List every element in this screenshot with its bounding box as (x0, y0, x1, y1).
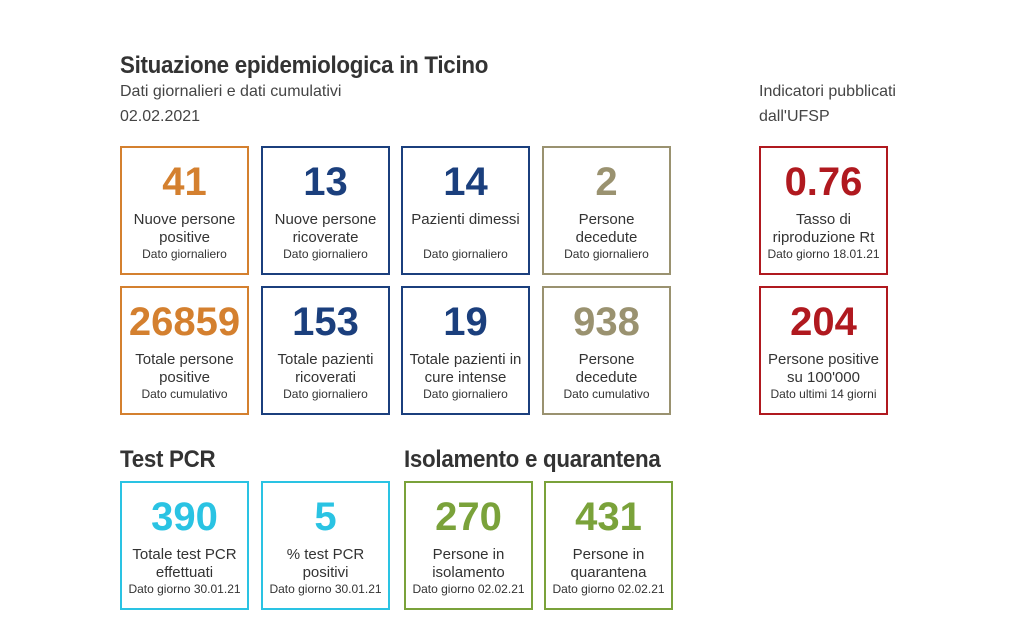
card-value: 19 (443, 300, 488, 344)
ufsp-heading-line2: dall'UFSP (759, 108, 830, 125)
card-deceased: 2 Persone decedute Dato giornaliero (542, 146, 671, 275)
card-value: 390 (151, 495, 218, 539)
card-label: Tasso di riproduzione Rt (772, 211, 875, 246)
card-intensive-care: 19 Totale pazienti in cure intense Dato … (401, 286, 530, 415)
card-note: Dato giornaliero (283, 387, 368, 401)
card-value: 0.76 (784, 160, 863, 204)
card-total-positive: 26859 Totale persone positive Dato cumul… (120, 286, 249, 415)
card-label: Pazienti dimessi (411, 211, 520, 228)
ufsp-heading-line1: Indicatori pubblicati (759, 83, 896, 100)
card-label: Nuove persone ricoverate (274, 211, 377, 246)
card-value: 153 (292, 300, 359, 344)
card-isolation: 270 Persone in isolamento Dato giorno 02… (404, 481, 533, 610)
card-discharged: 14 Pazienti dimessi Dato giornaliero (401, 146, 530, 275)
page-subtitle: Dati giornalieri e dati cumulativi (120, 83, 342, 100)
card-label: Persone in quarantena (570, 546, 647, 581)
card-value: 204 (790, 300, 857, 344)
card-note: Dato giorno 02.02.21 (552, 582, 665, 596)
card-note: Dato giornaliero (142, 247, 227, 261)
card-value: 938 (573, 300, 640, 344)
card-value: 5 (314, 495, 337, 539)
card-value: 270 (435, 495, 502, 539)
card-note: Dato giornaliero (423, 387, 508, 401)
card-note: Dato giornaliero (423, 247, 508, 261)
card-note: Dato ultimi 14 giorni (770, 387, 877, 401)
section-title-pcr: Test PCR (120, 446, 216, 473)
card-total-hospitalized: 153 Totale pazienti ricoverati Dato gior… (261, 286, 390, 415)
card-label: Totale pazienti in cure intense (409, 351, 522, 386)
card-label: Totale persone positive (135, 351, 234, 386)
card-pcr-total: 390 Totale test PCR effettuati Dato gior… (120, 481, 249, 610)
card-label: Persone positive su 100'000 (768, 351, 879, 386)
card-note: Dato giornaliero (564, 247, 649, 261)
card-quarantine: 431 Persone in quarantena Dato giorno 02… (544, 481, 673, 610)
card-rt: 0.76 Tasso di riproduzione Rt Dato giorn… (759, 146, 888, 275)
card-label: Persone decedute (575, 211, 638, 246)
card-label: Persone in isolamento (432, 546, 505, 581)
card-note: Dato giornaliero (283, 247, 368, 261)
page-title: Situazione epidemiologica in Ticino (120, 52, 489, 79)
card-label: Totale pazienti ricoverati (277, 351, 374, 386)
card-new-hospitalized: 13 Nuove persone ricoverate Dato giornal… (261, 146, 390, 275)
card-note: Dato giorno 30.01.21 (128, 582, 241, 596)
card-note: Dato giorno 18.01.21 (767, 247, 880, 261)
card-value: 2 (595, 160, 618, 204)
card-total-deceased: 938 Persone decedute Dato cumulativo (542, 286, 671, 415)
card-note: Dato cumulativo (141, 387, 228, 401)
card-value: 13 (303, 160, 348, 204)
card-value: 41 (162, 160, 207, 204)
page-date: 02.02.2021 (120, 108, 201, 125)
card-label: Persone decedute (575, 351, 638, 386)
card-incidence: 204 Persone positive su 100'000 Dato ult… (759, 286, 888, 415)
card-pcr-positive-pct: 5 % test PCR positivi Dato giorno 30.01.… (261, 481, 390, 610)
card-value: 14 (443, 160, 488, 204)
card-note: Dato giorno 02.02.21 (412, 582, 525, 596)
card-label: Totale test PCR effettuati (132, 546, 237, 581)
section-title-isolation: Isolamento e quarantena (404, 446, 661, 473)
card-value: 26859 (128, 300, 241, 344)
card-value: 431 (575, 495, 642, 539)
card-note: Dato cumulativo (563, 387, 650, 401)
card-label: % test PCR positivi (286, 546, 365, 581)
card-new-positive: 41 Nuove persone positive Dato giornalie… (120, 146, 249, 275)
card-note: Dato giorno 30.01.21 (269, 582, 382, 596)
card-label: Nuove persone positive (133, 211, 236, 246)
